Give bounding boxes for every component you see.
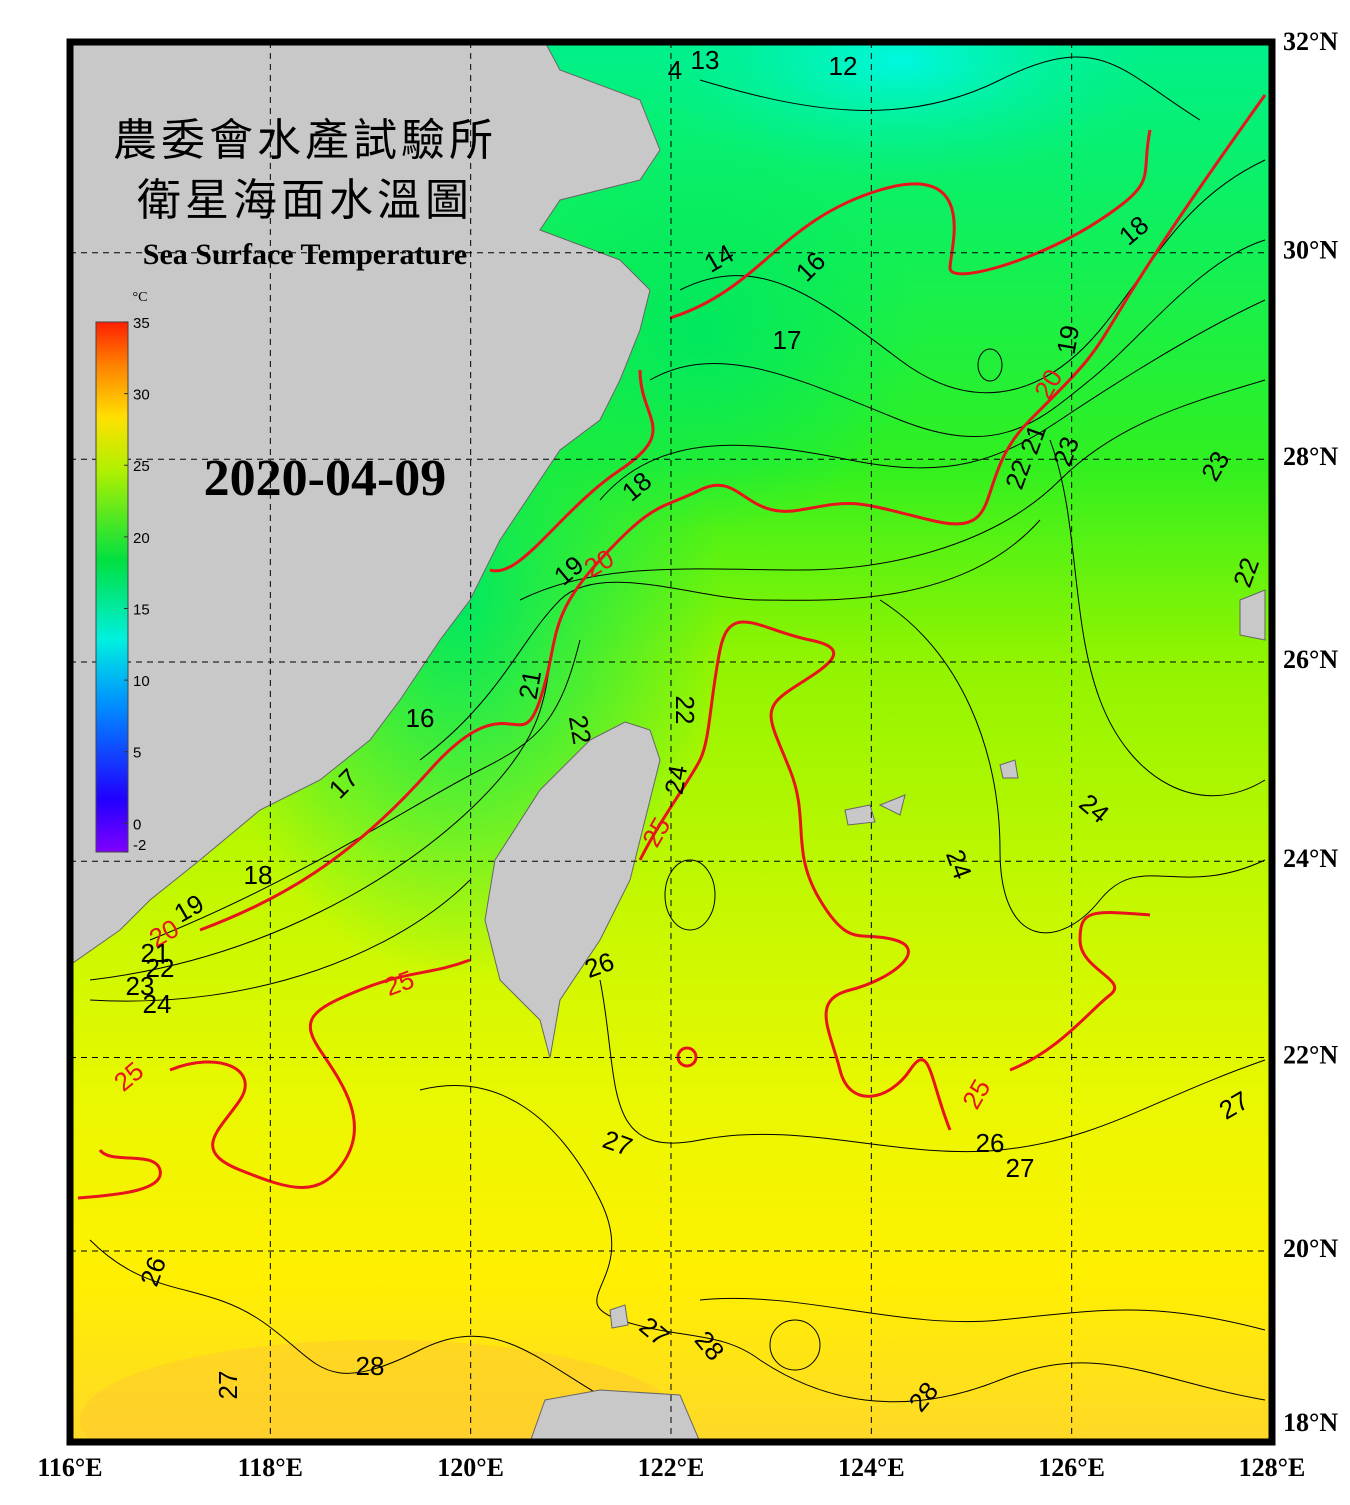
luzon xyxy=(529,1389,701,1442)
land xyxy=(70,42,1266,1442)
isotherm xyxy=(699,56,1201,121)
title-en: Sea Surface Temperature xyxy=(143,238,467,271)
isotherm xyxy=(419,1085,761,1361)
y-tick-label: 28°N xyxy=(1283,442,1338,471)
contour-label: 22 xyxy=(563,713,598,747)
colorbar: -2 0 5 10 15 20 25 30 35 xyxy=(95,315,150,854)
isotherm xyxy=(1049,439,1266,797)
contour-label: 13 xyxy=(691,45,720,75)
isotherm xyxy=(89,879,471,1002)
x-tick-label: 124°E xyxy=(838,1453,905,1482)
contour-label: 27 xyxy=(213,1371,243,1400)
major-isotherm xyxy=(169,958,471,1189)
contour-label: 16 xyxy=(406,703,435,733)
isotherm xyxy=(89,619,561,981)
major-isotherm xyxy=(669,129,1152,320)
taiwan xyxy=(484,721,661,1059)
contour-label: 27 xyxy=(1006,1153,1035,1183)
contour-label: 23 xyxy=(126,971,155,1001)
contour-label: 21 xyxy=(513,668,548,702)
colorbar-tick-label: 25 xyxy=(133,458,150,475)
colorbar-tick-label: 5 xyxy=(133,745,141,762)
colorbar-tick-label: 30 xyxy=(133,387,150,404)
isotherm xyxy=(769,1319,821,1371)
colorbar-tick-label: 20 xyxy=(133,530,150,547)
contour-label: 22 xyxy=(146,953,175,983)
contour-label: 26 xyxy=(976,1128,1005,1158)
island xyxy=(844,804,876,826)
contour-label: 12 xyxy=(829,51,858,81)
x-tick-label: 122°E xyxy=(638,1453,705,1482)
y-tick-label: 32°N xyxy=(1283,27,1338,56)
x-tick-label: 118°E xyxy=(238,1453,303,1482)
isotherm xyxy=(89,1239,701,1441)
contour-label: 22 xyxy=(670,696,700,725)
major-isotherm xyxy=(1009,911,1151,1072)
contour-label: 18 xyxy=(244,860,273,890)
x-tick-label: 120°E xyxy=(437,1453,504,1482)
title-zh: 農委會水產試驗所 xyxy=(113,116,497,165)
subtitle-zh: 衛星海面水溫圖 xyxy=(137,176,473,225)
contour-label: 19 xyxy=(1051,323,1086,357)
colorbar-tick-label: 10 xyxy=(133,673,150,690)
isotherm xyxy=(664,859,716,931)
isotherm xyxy=(699,1297,1266,1331)
isotherm xyxy=(679,159,1266,394)
major-isotherm xyxy=(489,369,655,573)
isotherm xyxy=(879,599,1266,934)
isotherm xyxy=(599,299,1266,501)
isotherm xyxy=(649,239,1266,438)
major-isotherms xyxy=(77,94,1267,1200)
x-tick-label: 128°E xyxy=(1239,1453,1306,1482)
colorbar-tick-label: 35 xyxy=(133,315,150,332)
isotherms xyxy=(89,56,1266,1441)
isotherm xyxy=(519,379,1266,601)
colorbar-tick-label: 15 xyxy=(133,601,150,618)
warm-water xyxy=(80,1340,680,1442)
x-tick-label: 126°E xyxy=(1038,1453,1105,1482)
contour-label: 17 xyxy=(773,325,802,355)
date: 2020-04-09 xyxy=(204,450,447,507)
y-tick-label: 20°N xyxy=(1283,1234,1338,1263)
y-tick-label: 18°N xyxy=(1283,1408,1338,1437)
contour-label: 21 xyxy=(141,938,170,968)
y-tick-label: 26°N xyxy=(1283,645,1338,674)
colorbar-ramp xyxy=(95,321,129,853)
y-tick-label: 30°N xyxy=(1283,236,1338,265)
isotherm xyxy=(599,979,1266,1153)
island xyxy=(878,794,906,816)
contour-label: 24 xyxy=(143,989,172,1019)
mainland xyxy=(70,42,661,966)
coastal-water xyxy=(480,130,920,530)
island xyxy=(609,1304,629,1329)
contour-label: 24 xyxy=(659,763,694,797)
isotherm xyxy=(759,1359,1266,1403)
colorbar-tick-label: 0 xyxy=(133,816,141,833)
island xyxy=(999,759,1019,779)
map-frame xyxy=(66,38,1276,1446)
major-isotherm xyxy=(77,1148,162,1200)
major-isotherm xyxy=(199,94,1267,932)
island xyxy=(1239,589,1266,641)
colorbar-tick-label: -2 xyxy=(133,837,146,854)
isotherm xyxy=(149,639,581,941)
isotherm xyxy=(977,348,1003,382)
x-tick-label: 116°E xyxy=(37,1453,102,1482)
y-tick-label: 24°N xyxy=(1283,844,1338,873)
major-isotherm xyxy=(638,620,952,1131)
contour-label: 4 xyxy=(668,55,682,85)
contour-label: 28 xyxy=(356,1351,385,1381)
y-tick-label: 22°N xyxy=(1283,1040,1338,1069)
isotherm xyxy=(419,519,1041,761)
colorbar-unit: °C xyxy=(133,290,148,305)
